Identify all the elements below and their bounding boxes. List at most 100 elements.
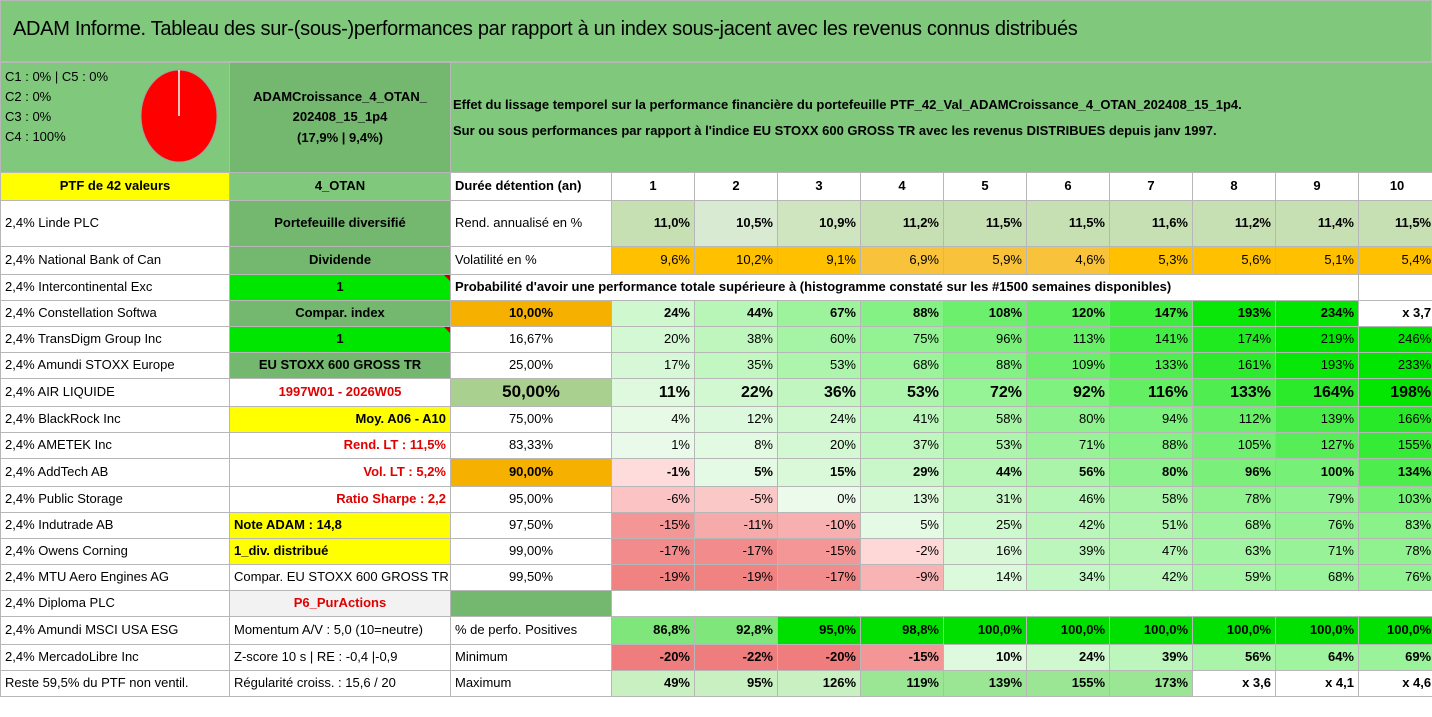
- max-value: 173%: [1109, 670, 1193, 697]
- pos-value: 100,0%: [1026, 616, 1110, 645]
- max-value: 95%: [694, 670, 778, 697]
- rend-value: 10,9%: [777, 200, 861, 247]
- prob-value: 105%: [1192, 432, 1276, 459]
- prob-value: 76%: [1357, 564, 1432, 591]
- holding-name: 2,4% Linde PLC: [0, 200, 230, 247]
- prob-percentile: 25,00%: [450, 352, 612, 379]
- holding-name: 2,4% MTU Aero Engines AG: [0, 564, 230, 591]
- holding-name: 2,4% TransDigm Group Inc: [0, 326, 230, 353]
- holding-name: 2,4% Amundi MSCI USA ESG: [0, 616, 230, 645]
- table-row: 2,4% Amundi STOXX Europe EU STOXX 600 GRO…: [0, 352, 1432, 379]
- table-row: 2,4% Constellation Softwa Compar. index 10…: [0, 300, 1432, 327]
- prob-value: 75%: [860, 326, 944, 353]
- prob-value: 76%: [1275, 512, 1359, 539]
- vol-value: 9,6%: [611, 246, 695, 275]
- prob-percentile: 10,00%: [450, 300, 612, 327]
- table-row: 2,4% AIR LIQUIDE 1997W01 - 2026W05 50,00% 1…: [0, 378, 1432, 407]
- holding-name: 2,4% AMETEK Inc: [0, 432, 230, 459]
- prob-value: 88%: [943, 352, 1027, 379]
- rend-value: 11,0%: [611, 200, 695, 247]
- year-header: 6: [1026, 172, 1110, 201]
- info-value: Portefeuille diversifié: [229, 200, 451, 247]
- prob-value: 78%: [1357, 538, 1432, 565]
- info-value: Compar. index: [229, 300, 451, 327]
- otan-label: 4_OTAN: [229, 172, 451, 201]
- holding-name: 2,4% MercadoLibre Inc: [0, 644, 230, 671]
- prob-value: 133%: [1192, 378, 1276, 407]
- pos-label: % de perfo. Positives: [450, 616, 612, 645]
- prob-value: 67%: [777, 300, 861, 327]
- info-value: Compar. EU STOXX 600 GROSS TR: [229, 564, 451, 591]
- info-value: Moy. A06 - A10: [229, 406, 451, 433]
- fund-box: ADAMCroissance_4_OTAN_ 202408_15_1p4 (17,9…: [229, 62, 451, 173]
- table-row: 2,4% TransDigm Group Inc 1 16,67% 20% 38% 60%…: [0, 326, 1432, 353]
- prob-value: 12%: [694, 406, 778, 433]
- prob-value: 60%: [777, 326, 861, 353]
- prob-value: -19%: [611, 564, 695, 591]
- prob-value: 42%: [1109, 564, 1193, 591]
- prob-value: 88%: [860, 300, 944, 327]
- year-header: 4: [860, 172, 944, 201]
- prob-value: 108%: [943, 300, 1027, 327]
- prob-value: 44%: [694, 300, 778, 327]
- min-value: 10%: [943, 644, 1027, 671]
- prob-value: 71%: [1275, 538, 1359, 565]
- max-value: 155%: [1026, 670, 1110, 697]
- holding-name: 2,4% AIR LIQUIDE: [0, 378, 230, 407]
- prob-value: 51%: [1109, 512, 1193, 539]
- prob-percentile: 97,50%: [450, 512, 612, 539]
- table-row: 2,4% National Bank of Can Dividende Volati…: [0, 246, 1432, 275]
- holding-name: 2,4% BlackRock Inc: [0, 406, 230, 433]
- effect-line1: Effet du lissage temporel sur la perform…: [453, 96, 1242, 112]
- prob-value: 88%: [1109, 432, 1193, 459]
- prob-value: 56%: [1026, 458, 1110, 487]
- prob-value: 246%: [1357, 326, 1432, 353]
- prob-value: 164%: [1275, 378, 1359, 407]
- ptf-label: PTF de 42 valeurs: [0, 172, 230, 201]
- table-row: 2,4% Amundi MSCI USA ESG Momentum A/V : 5…: [0, 616, 1432, 645]
- holding-name: 2,4% Public Storage: [0, 486, 230, 513]
- rend-value: 11,2%: [1192, 200, 1276, 247]
- year-header: 7: [1109, 172, 1193, 201]
- holding-name: 2,4% Intercontinental Exc: [0, 274, 230, 301]
- prob-value: 161%: [1192, 352, 1276, 379]
- prob-value: 71%: [1026, 432, 1110, 459]
- info-value: 1: [229, 326, 451, 353]
- prob-value: 20%: [777, 432, 861, 459]
- prob-value: 22%: [694, 378, 778, 407]
- prob-value: 80%: [1026, 406, 1110, 433]
- prob-value: 53%: [943, 432, 1027, 459]
- prob-value: 96%: [1192, 458, 1276, 487]
- prob-value: 63%: [1192, 538, 1276, 565]
- vol-value: 6,9%: [860, 246, 944, 275]
- empty-cell: [1357, 274, 1432, 301]
- prob-value: 34%: [1026, 564, 1110, 591]
- pos-value: 92,8%: [694, 616, 778, 645]
- year-header: 1: [611, 172, 695, 201]
- prob-value: 16%: [943, 538, 1027, 565]
- prob-value: 11%: [611, 378, 695, 407]
- vol-value: 10,2%: [694, 246, 778, 275]
- holding-name: 2,4% Constellation Softwa: [0, 300, 230, 327]
- fund-box-line1: ADAMCroissance_4_OTAN_: [253, 89, 427, 105]
- prob-value: 35%: [694, 352, 778, 379]
- prob-value: 133%: [1109, 352, 1193, 379]
- holding-name: 2,4% AddTech AB: [0, 458, 230, 487]
- prob-value: 116%: [1109, 378, 1193, 407]
- max-value: 49%: [611, 670, 695, 697]
- prob-value: 113%: [1026, 326, 1110, 353]
- vol-label: Volatilité en %: [450, 246, 612, 275]
- prob-value: 5%: [694, 458, 778, 487]
- prob-value: 94%: [1109, 406, 1193, 433]
- rend-label: Rend. annualisé en %: [450, 200, 612, 247]
- min-value: 64%: [1275, 644, 1359, 671]
- prob-value: -1%: [611, 458, 695, 487]
- pos-value: 95,0%: [777, 616, 861, 645]
- prob-value: 96%: [943, 326, 1027, 353]
- prob-value: 17%: [611, 352, 695, 379]
- prob-value: 80%: [1109, 458, 1193, 487]
- prob-percentile: 99,00%: [450, 538, 612, 565]
- prob-value: 14%: [943, 564, 1027, 591]
- prob-value: 15%: [777, 458, 861, 487]
- table-row: 2,4% AMETEK Inc Rend. LT : 11,5% 83,33% 1% 8…: [0, 432, 1432, 459]
